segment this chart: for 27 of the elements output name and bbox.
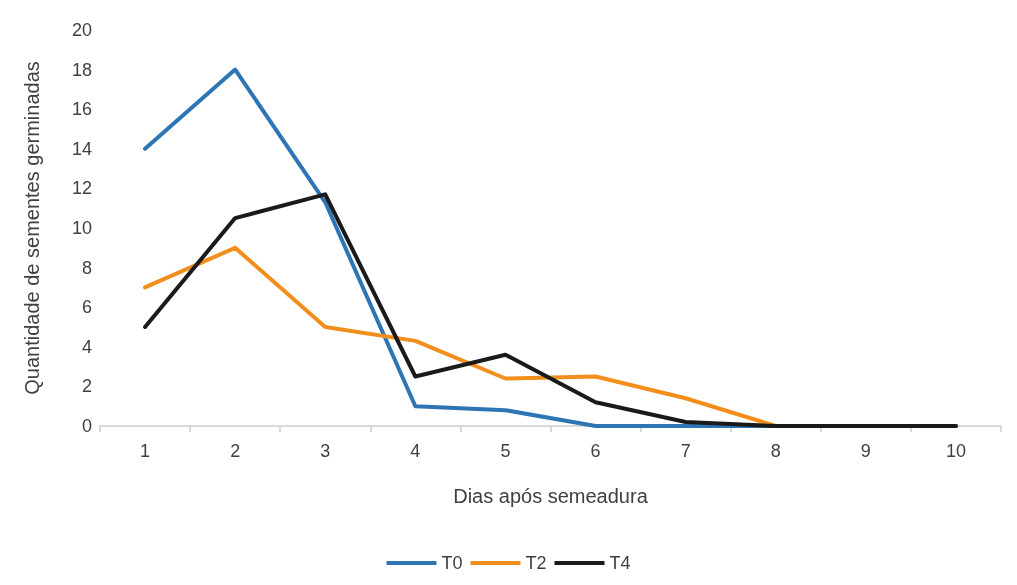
y-tick-label: 14: [71, 138, 92, 159]
x-tick-label: 9: [860, 441, 871, 461]
x-tick-label: 10: [945, 441, 966, 461]
x-tick-label: 1: [140, 441, 151, 461]
x-axis-title: Dias após semeadura: [453, 485, 649, 507]
y-tick-label: 2: [81, 376, 92, 397]
x-tick-label: 4: [410, 441, 421, 461]
y-tick-label: 18: [71, 59, 92, 80]
y-tick-label: 8: [81, 257, 92, 278]
x-tick-label: 7: [680, 441, 691, 461]
y-tick-label: 6: [81, 297, 92, 318]
legend-label: T0: [441, 553, 463, 573]
legend-label: T4: [609, 553, 631, 573]
x-tick-label: 6: [590, 441, 601, 461]
x-tick-label: 5: [500, 441, 511, 461]
y-tick-label: 20: [71, 20, 92, 40]
y-axis-title: Quantidade de sementes germinadas: [21, 61, 43, 395]
x-tick-label: 8: [770, 441, 781, 461]
x-tick-label: 3: [320, 441, 331, 461]
y-tick-label: 0: [81, 416, 92, 436]
y-tick-label: 10: [71, 218, 92, 238]
line-series: [143, 192, 958, 428]
x-tick-label: 2: [230, 441, 241, 461]
legend-label: T2: [525, 553, 547, 573]
y-tick-label: 4: [81, 336, 92, 357]
y-tick-label: 16: [71, 99, 92, 120]
y-tick-label: 12: [71, 178, 92, 199]
